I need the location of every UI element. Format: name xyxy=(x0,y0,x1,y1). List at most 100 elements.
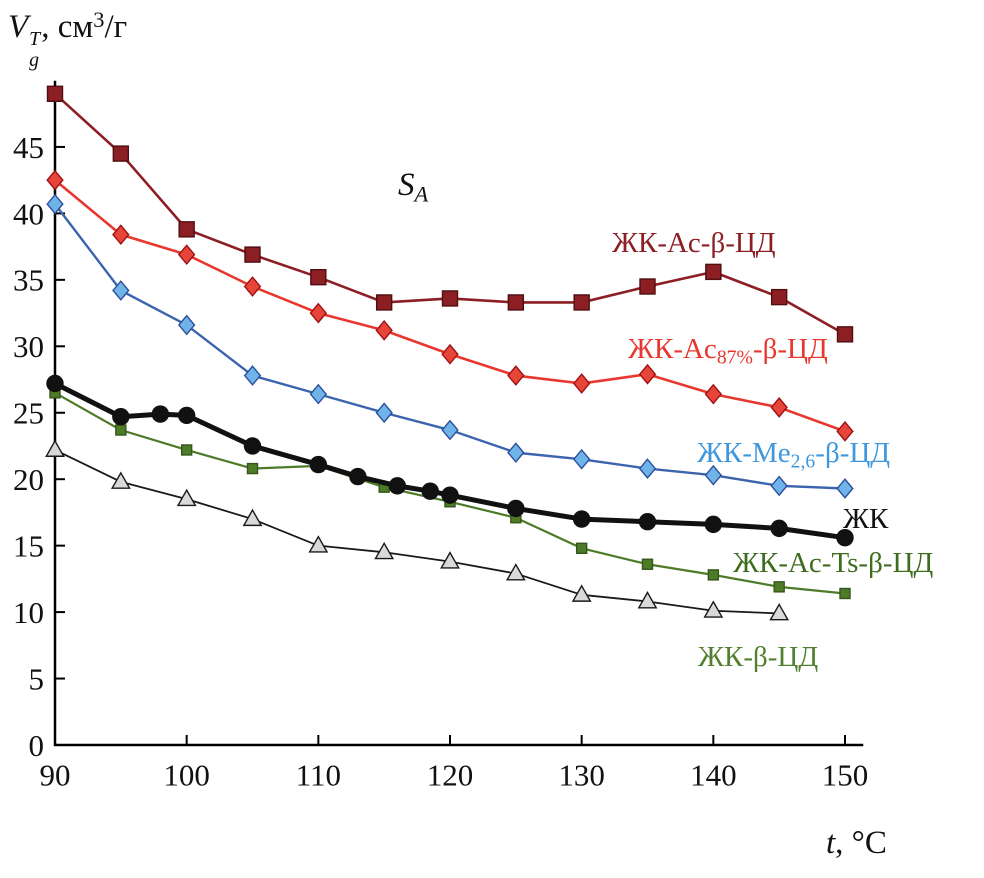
marker-square xyxy=(112,145,130,162)
y-tick-label: 10 xyxy=(13,595,44,630)
marker-square xyxy=(707,569,720,581)
y-tick-label: 35 xyxy=(13,263,44,298)
marker-diamond xyxy=(770,475,788,497)
annotation-sa: SA xyxy=(398,167,429,207)
marker-circle xyxy=(388,477,407,495)
marker-triangle xyxy=(242,508,263,527)
x-tick-label: 100 xyxy=(163,757,210,792)
marker-circle xyxy=(770,519,788,538)
marker-circle xyxy=(151,405,170,423)
marker-circle xyxy=(704,515,723,534)
marker-triangle xyxy=(571,584,592,602)
marker-circle xyxy=(349,467,367,486)
x-tick-label: 90 xyxy=(40,757,71,792)
marker-circle xyxy=(243,437,262,455)
marker-triangle xyxy=(505,563,526,581)
marker-diamond xyxy=(309,302,328,324)
y-tick-label: 40 xyxy=(13,196,44,231)
marker-triangle xyxy=(45,439,65,457)
marker-square xyxy=(705,263,722,281)
marker-circle xyxy=(507,499,525,518)
marker-diamond xyxy=(375,402,393,424)
marker-square xyxy=(836,326,854,343)
marker-triangle xyxy=(374,541,395,560)
marker-square xyxy=(773,581,785,593)
marker-circle xyxy=(836,528,854,547)
axes: 90 100 110 120 130 140 150 0 5 10 15 20 25 30 35 40 45 xyxy=(13,80,869,792)
x-tick-label: 120 xyxy=(427,757,474,792)
y-tick-label: 15 xyxy=(13,529,44,564)
y-tick-label: 20 xyxy=(13,462,44,497)
series-line xyxy=(54,449,781,615)
marker-square xyxy=(507,294,525,311)
y-tick-label: 30 xyxy=(13,329,44,364)
marker-diamond xyxy=(507,365,525,386)
marker-square xyxy=(770,288,788,306)
marker-diamond xyxy=(309,383,328,405)
marker-triangle xyxy=(440,551,460,569)
marker-diamond xyxy=(441,343,459,365)
y-tick-label: 45 xyxy=(13,130,44,165)
marker-circle xyxy=(309,455,328,474)
marker-triangle xyxy=(703,600,724,618)
marker-diamond xyxy=(46,169,64,191)
marker-square xyxy=(310,268,327,286)
y-tick-label: 0 xyxy=(29,728,45,763)
marker-triangle xyxy=(308,535,329,553)
marker-square xyxy=(441,290,459,307)
series-ЖК-Ac87%-β-ЦД xyxy=(46,169,854,442)
marker-square xyxy=(573,294,590,311)
series-ЖК-Me2,6-β-ЦД xyxy=(46,193,854,499)
marker-square xyxy=(46,85,64,102)
marker-triangle xyxy=(176,488,197,507)
marker-square xyxy=(180,444,193,456)
marker-diamond xyxy=(770,397,788,418)
marker-square xyxy=(639,278,656,295)
x-tick-label: 130 xyxy=(558,757,605,792)
marker-diamond xyxy=(836,478,854,499)
marker-circle xyxy=(112,408,130,426)
marker-circle xyxy=(638,513,657,531)
series-label-4: ЖК-Ac-Ts-β-ЦД xyxy=(733,547,934,579)
marker-square xyxy=(178,221,195,238)
marker-diamond xyxy=(638,458,657,479)
marker-diamond xyxy=(177,244,196,265)
series-label-3: ЖК xyxy=(843,503,889,535)
marker-diamond xyxy=(638,363,657,385)
y-tick-label: 25 xyxy=(13,396,44,431)
y-tick-label: 5 xyxy=(29,661,45,696)
marker-triangle xyxy=(110,471,131,489)
marker-circle xyxy=(177,406,196,425)
series-ЖК xyxy=(46,374,854,547)
marker-square xyxy=(115,424,127,436)
x-tick-label: 140 xyxy=(690,757,737,792)
marker-square xyxy=(375,294,393,311)
marker-diamond xyxy=(572,448,591,470)
marker-square xyxy=(575,542,588,555)
marker-diamond xyxy=(704,383,723,405)
x-tick-label: 110 xyxy=(296,757,341,792)
series-label-2: ЖК-Me2,6-β-ЦД xyxy=(697,437,891,473)
series-label-1: ЖК-Ac87%-β-ЦД xyxy=(628,333,828,369)
marker-diamond xyxy=(507,442,525,464)
marker-square xyxy=(244,246,261,263)
marker-triangle xyxy=(637,591,658,609)
marker-diamond xyxy=(375,319,393,341)
marker-circle xyxy=(46,374,64,393)
marker-circle xyxy=(572,510,591,528)
marker-circle xyxy=(441,486,459,504)
marker-diamond xyxy=(46,193,64,215)
series-label-0: ЖК-Ac-β-ЦД xyxy=(612,227,776,259)
marker-square xyxy=(246,462,259,475)
marker-diamond xyxy=(441,419,459,441)
series-ЖК-Ac-β-ЦД xyxy=(46,85,854,343)
marker-diamond xyxy=(243,365,262,386)
marker-square xyxy=(641,558,654,570)
series-line xyxy=(52,381,848,541)
series-ЖК-β-ЦД xyxy=(45,439,790,621)
marker-triangle xyxy=(769,603,790,621)
x-tick-label: 150 xyxy=(822,757,869,792)
marker-diamond xyxy=(704,464,723,486)
